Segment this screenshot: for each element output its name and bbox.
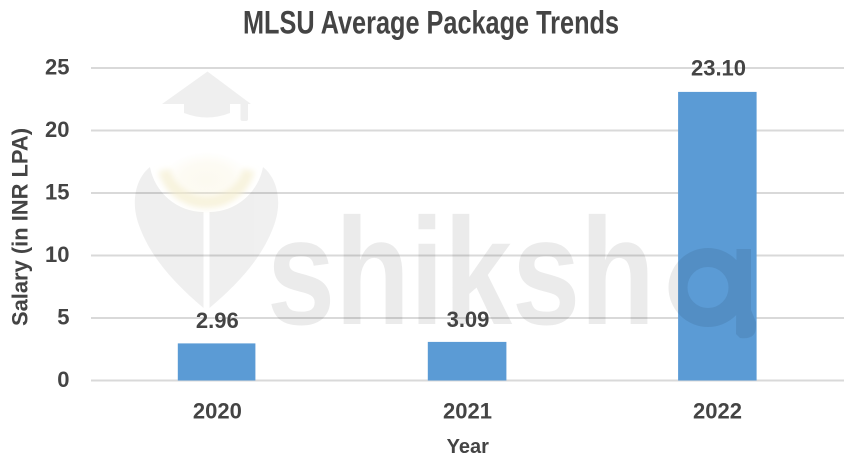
svg-text:2021: 2021 xyxy=(443,399,492,424)
svg-text:15: 15 xyxy=(45,180,69,205)
svg-text:10: 10 xyxy=(45,242,69,267)
svg-text:2.96: 2.96 xyxy=(196,308,239,333)
svg-text:MLSU Average Package Trends: MLSU Average Package Trends xyxy=(243,5,619,41)
svg-text:5: 5 xyxy=(57,305,69,330)
svg-text:Salary (in INR LPA): Salary (in INR LPA) xyxy=(8,128,33,326)
svg-text:2020: 2020 xyxy=(193,399,242,424)
svg-text:0: 0 xyxy=(57,367,69,392)
svg-text:25: 25 xyxy=(45,55,69,80)
svg-text:20: 20 xyxy=(45,117,69,142)
svg-text:2022: 2022 xyxy=(693,399,742,424)
svg-text:23.10: 23.10 xyxy=(691,56,746,81)
svg-text:Year: Year xyxy=(447,436,489,458)
svg-text:3.09: 3.09 xyxy=(447,307,490,332)
svg-text:shiksh: shiksh xyxy=(267,187,655,357)
